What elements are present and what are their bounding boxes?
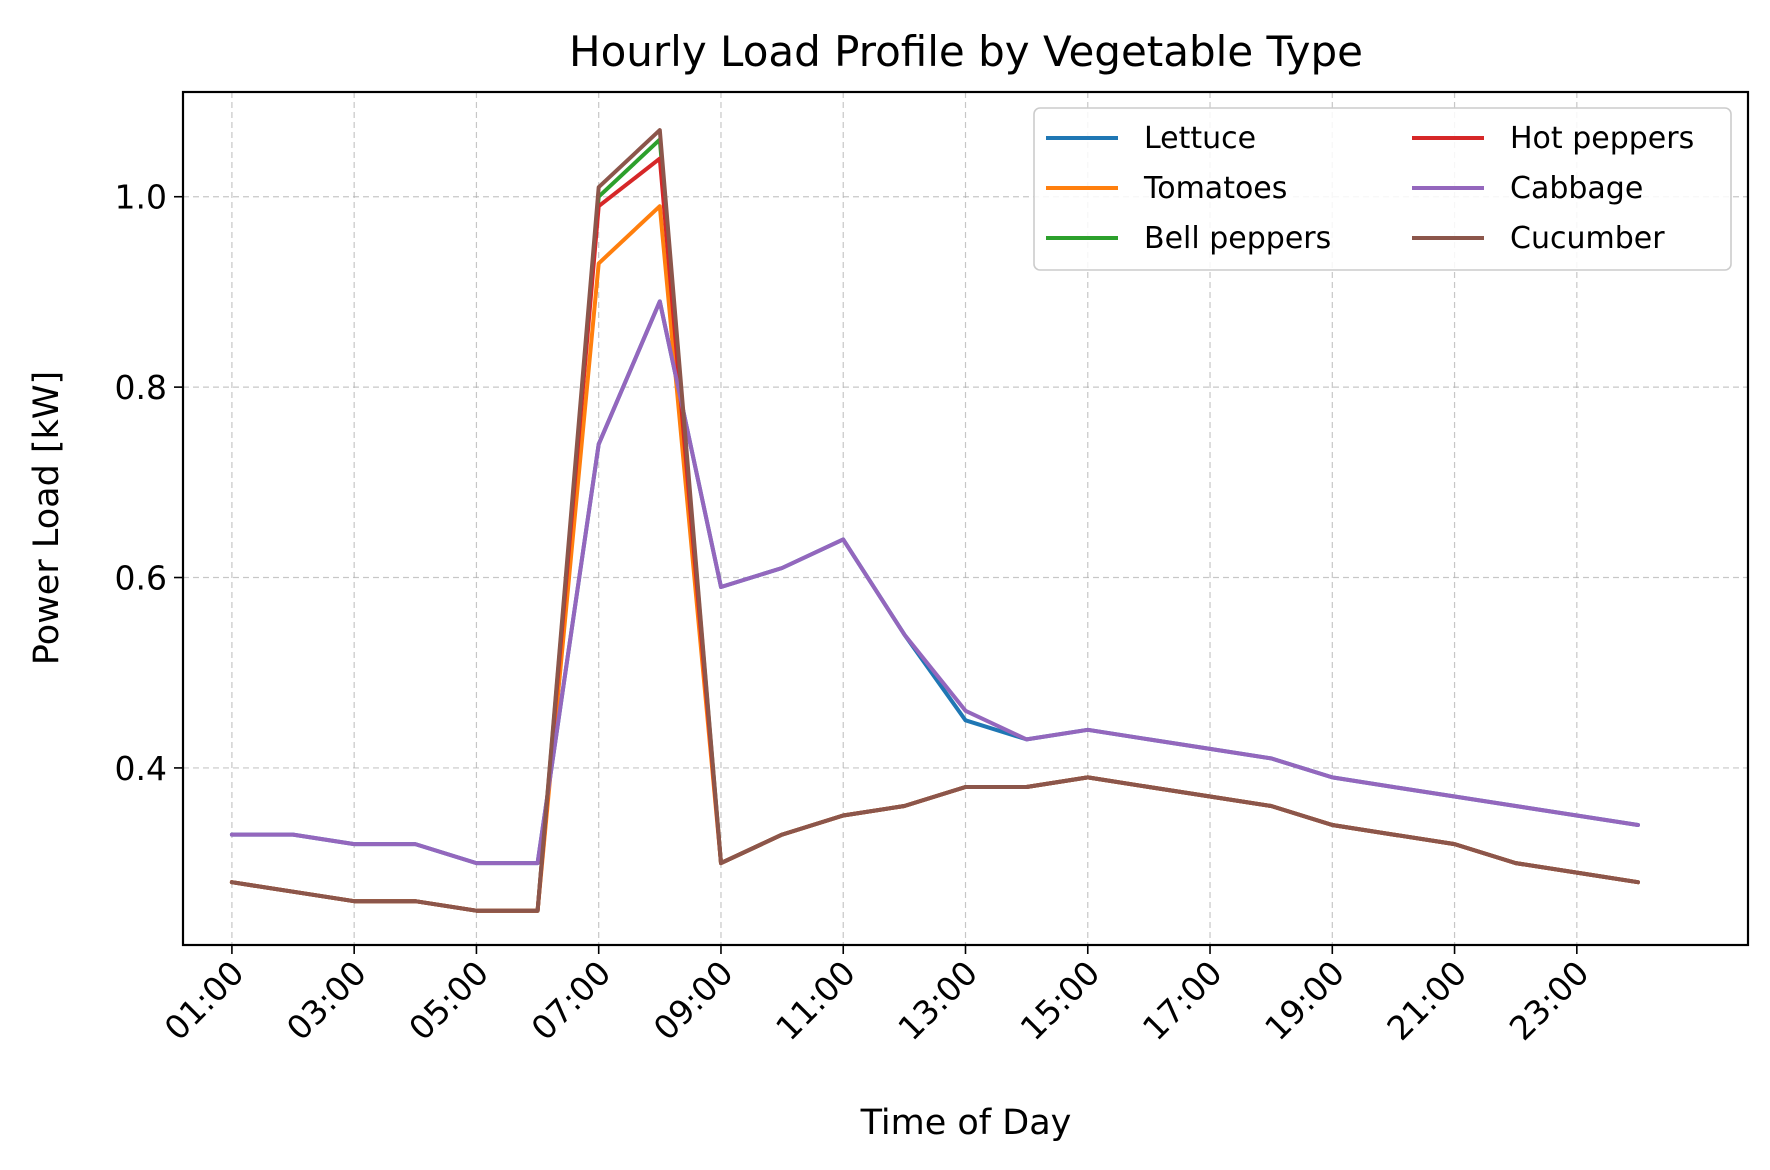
y-tick-label: 0.4 <box>115 749 167 788</box>
series-lines <box>229 128 1640 913</box>
x-axis-label: Time of Day <box>860 1103 1072 1143</box>
series-line-cabbage <box>229 299 1640 866</box>
y-axis-label: Power Load [kW] <box>27 371 67 665</box>
legend-label: Lettuce <box>1144 121 1256 156</box>
y-tick-label: 0.8 <box>115 368 167 407</box>
legend-label: Hot peppers <box>1510 121 1694 156</box>
legend-label: Cabbage <box>1510 171 1643 206</box>
legend-label: Tomatoes <box>1143 171 1287 206</box>
chart-title: Hourly Load Profile by Vegetable Type <box>569 27 1363 76</box>
series-line-cucumber <box>229 128 1640 913</box>
legend-box <box>1033 107 1732 271</box>
legend-label: Bell peppers <box>1144 221 1331 256</box>
gridlines <box>183 92 1748 945</box>
y-tick-label: 1.0 <box>115 178 167 217</box>
y-tick-label: 0.6 <box>115 559 167 598</box>
legend: Lettuce Tomatoes Bell peppers Hot peppers Ca… <box>1033 107 1732 271</box>
legend-label: Cucumber <box>1510 221 1665 256</box>
